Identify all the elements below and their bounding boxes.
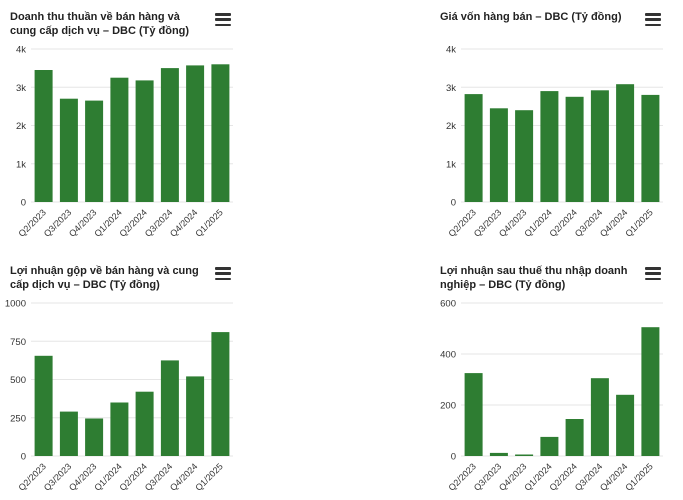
bar[interactable] bbox=[565, 96, 584, 202]
bar[interactable] bbox=[616, 84, 635, 202]
bar[interactable] bbox=[641, 327, 660, 456]
bar-plot: 02505007501000Q2/2023Q3/2023Q4/2023Q1/20… bbox=[5, 299, 233, 493]
y-tick-label: 200 bbox=[440, 401, 456, 412]
chart-cogs: Giá vốn hàng bán – DBC (Tỷ đồng) 0 1k 2k 3k… bbox=[434, 4, 668, 248]
bar[interactable] bbox=[34, 355, 53, 456]
hamburger-menu-icon bbox=[645, 13, 661, 26]
chart-title: Doanh thu thuần về bán hàng và cung cấp … bbox=[10, 11, 190, 38]
x-tick-label: Q1/2025 bbox=[193, 461, 224, 492]
y-tick-label: 0 bbox=[21, 452, 26, 463]
chart-title: Lợi nhuận gộp về bán hàng và cung cấp dị… bbox=[10, 265, 199, 292]
y-tick-label: 1k bbox=[16, 159, 26, 170]
y-tick-label: 4k bbox=[16, 45, 26, 56]
bar[interactable] bbox=[110, 77, 129, 202]
bar[interactable] bbox=[85, 418, 104, 457]
x-tick-label: Q1/2025 bbox=[623, 461, 654, 492]
bar[interactable] bbox=[160, 68, 179, 202]
bar-plot: 01k2k3k4kQ2/2023Q3/2023Q4/2023Q1/2024Q2/… bbox=[446, 45, 663, 239]
y-tick-label: 750 bbox=[10, 337, 26, 348]
y-tick-label: 3k bbox=[446, 83, 456, 94]
hamburger-menu-icon bbox=[215, 13, 231, 26]
bar[interactable] bbox=[489, 452, 508, 456]
chart-menu-button[interactable] bbox=[213, 265, 233, 282]
chart-menu-button[interactable] bbox=[643, 11, 663, 28]
bar[interactable] bbox=[85, 100, 104, 202]
y-tick-label: 0 bbox=[21, 198, 26, 209]
bar[interactable] bbox=[464, 94, 483, 202]
bar[interactable] bbox=[540, 91, 559, 202]
bar[interactable] bbox=[59, 98, 78, 202]
y-tick-label: 600 bbox=[440, 299, 456, 310]
chart-title: Lợi nhuận sau thuế thu nhập doanh nghiệp… bbox=[440, 265, 628, 292]
bar[interactable] bbox=[515, 110, 534, 202]
bar-plot: 01k2k3k4kQ2/2023Q3/2023Q4/2023Q1/2024Q2/… bbox=[16, 45, 233, 239]
bar[interactable] bbox=[110, 402, 129, 457]
bar[interactable] bbox=[59, 411, 78, 456]
hamburger-menu-icon bbox=[215, 267, 231, 280]
y-tick-label: 3k bbox=[16, 83, 26, 94]
bar[interactable] bbox=[211, 64, 230, 202]
bar[interactable] bbox=[590, 90, 609, 202]
bar[interactable] bbox=[540, 436, 559, 456]
y-tick-label: 1000 bbox=[5, 299, 26, 310]
y-tick-label: 250 bbox=[10, 413, 26, 424]
x-tick-label: Q1/2025 bbox=[623, 207, 654, 238]
chart-menu-button[interactable] bbox=[213, 11, 233, 28]
y-tick-label: 2k bbox=[446, 121, 456, 132]
y-tick-label: 500 bbox=[10, 375, 26, 386]
y-tick-label: 2k bbox=[16, 121, 26, 132]
bar[interactable] bbox=[616, 394, 635, 456]
hamburger-menu-icon bbox=[645, 267, 661, 280]
bar[interactable] bbox=[590, 378, 609, 456]
x-tick-label: Q1/2025 bbox=[193, 207, 224, 238]
y-tick-label: 400 bbox=[440, 350, 456, 361]
bar[interactable] bbox=[186, 65, 205, 203]
bar[interactable] bbox=[211, 332, 230, 456]
chart-net-profit-after-tax: Lợi nhuận sau thuế thu nhập doanh nghiệp… bbox=[434, 258, 668, 500]
y-tick-label: 1k bbox=[446, 159, 456, 170]
bar[interactable] bbox=[641, 94, 660, 202]
chart-gross-profit: Lợi nhuận gộp về bán hàng và cung cấp dị… bbox=[4, 258, 238, 500]
bar[interactable] bbox=[160, 360, 179, 456]
bar[interactable] bbox=[186, 376, 205, 456]
bar[interactable] bbox=[135, 80, 154, 202]
bar-plot: 0200400600Q2/2023Q3/2023Q4/2023Q1/2024Q2… bbox=[440, 299, 663, 493]
bar[interactable] bbox=[34, 70, 53, 202]
bar[interactable] bbox=[489, 108, 508, 202]
y-tick-label: 4k bbox=[446, 45, 456, 56]
chart-menu-button[interactable] bbox=[643, 265, 663, 282]
bar[interactable] bbox=[515, 454, 534, 457]
bar[interactable] bbox=[565, 419, 584, 456]
chart-net-revenue: Doanh thu thuần về bán hàng và cung cấp … bbox=[4, 4, 238, 248]
chart-title: Giá vốn hàng bán – DBC (Tỷ đồng) bbox=[440, 11, 622, 23]
bar[interactable] bbox=[135, 391, 154, 456]
y-tick-label: 0 bbox=[451, 452, 456, 463]
y-tick-label: 0 bbox=[451, 198, 456, 209]
bar[interactable] bbox=[464, 373, 483, 456]
